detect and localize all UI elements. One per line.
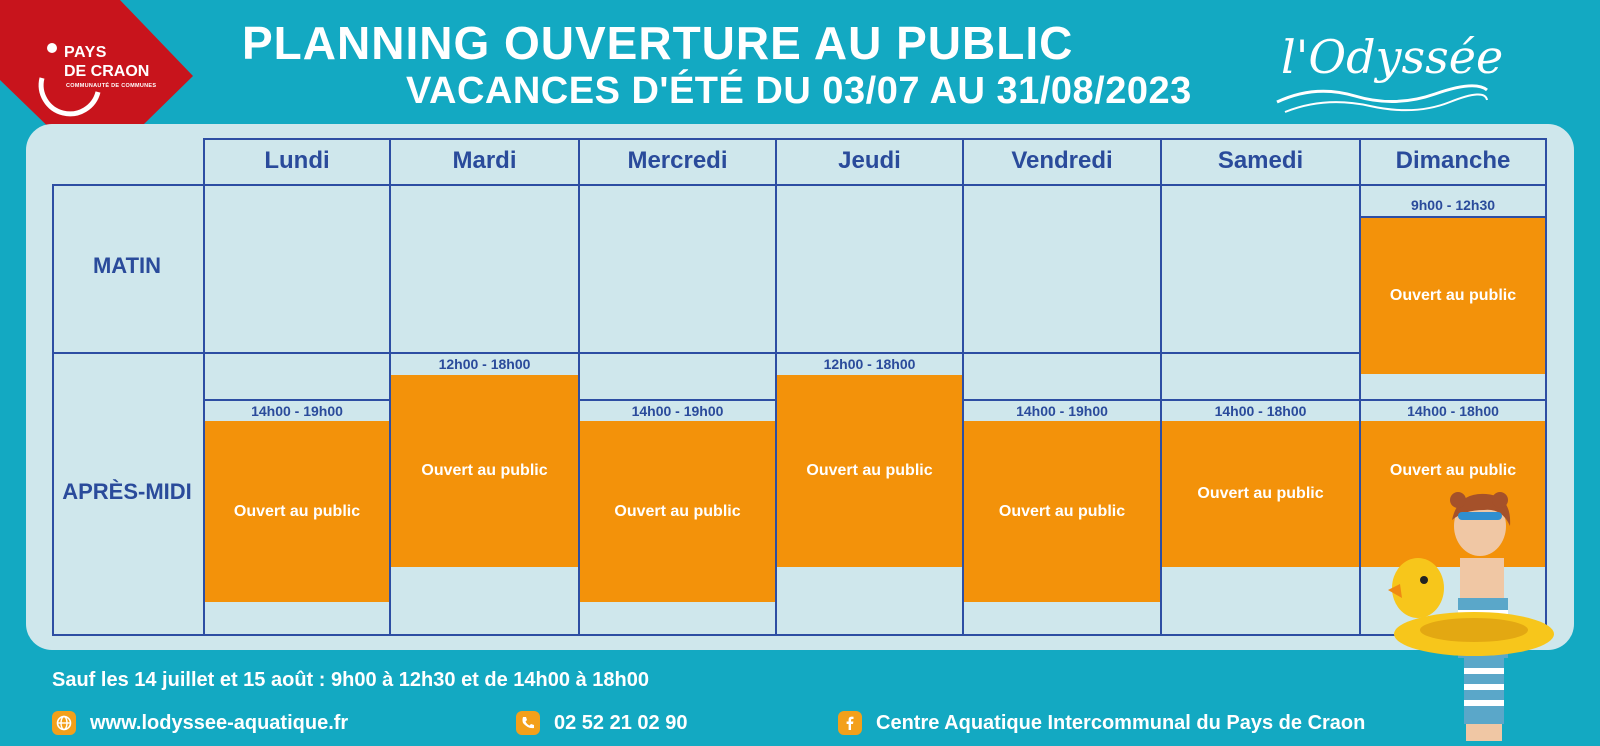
logo-line1: PAYS xyxy=(64,44,107,61)
slot-samedi-apres-midi: Ouvert au public xyxy=(1162,421,1359,567)
odyssee-logo-text: l'Odyssée xyxy=(1281,30,1504,84)
grid-line xyxy=(1160,138,1162,636)
time-jeudi-apres-midi: 12h00 - 18h00 xyxy=(823,356,916,372)
facebook-page-link[interactable]: Centre Aquatique Intercommunal du Pays d… xyxy=(876,711,1366,734)
slot-vendredi-apres-midi: Ouvert au public xyxy=(964,421,1160,602)
wave-icon xyxy=(1276,84,1488,113)
day-header-mercredi: Mercredi xyxy=(627,147,728,174)
time-lundi-apres-midi: 14h00 - 19h00 xyxy=(251,403,343,419)
slot-jeudi-apres-midi: Ouvert au public xyxy=(777,375,962,567)
phone-icon xyxy=(516,711,540,735)
time-mercredi-apres-midi: 14h00 - 19h00 xyxy=(631,403,724,419)
time-samedi-apres-midi: 14h00 - 18h00 xyxy=(1214,403,1307,419)
time-dimanche-matin: 9h00 - 12h30 xyxy=(1410,197,1496,213)
grid-line xyxy=(52,352,1546,354)
child-with-float-illustration xyxy=(1388,492,1554,741)
logo-line2: DE CRAON xyxy=(64,63,150,80)
grid-line xyxy=(1545,138,1547,636)
grid-line xyxy=(1360,216,1546,218)
grid-line xyxy=(52,634,1546,636)
facebook-icon xyxy=(838,711,862,735)
grid-line xyxy=(1360,399,1546,401)
grid-line xyxy=(579,399,776,401)
grid-line xyxy=(204,399,390,401)
day-header-vendredi: Vendredi xyxy=(1011,147,1113,174)
day-header-dimanche: Dimanche xyxy=(1395,147,1511,174)
day-header-samedi: Samedi xyxy=(1217,147,1304,174)
website-contact: www.lodyssee-aquatique.fr xyxy=(52,710,348,736)
website-link[interactable]: www.lodyssee-aquatique.fr xyxy=(90,711,349,734)
grid-line xyxy=(1161,399,1360,401)
slot-dimanche-apres-midi: Ouvert au public xyxy=(1361,421,1545,567)
phone-number[interactable]: 02 52 21 02 90 xyxy=(554,711,688,734)
grid-line xyxy=(775,138,777,636)
footer-note: Sauf les 14 juillet et 15 août : 9h00 à … xyxy=(52,669,649,691)
page-title: PLANNING OUVERTURE AU PUBLIC xyxy=(242,17,1074,69)
time-dimanche-apres-midi: 14h00 - 18h00 xyxy=(1407,403,1499,419)
day-header-mardi: Mardi xyxy=(452,147,517,174)
grid-line xyxy=(390,352,579,354)
slot-mardi-apres-midi: Ouvert au public xyxy=(391,375,578,567)
slot-lundi-apres-midi: Ouvert au public xyxy=(205,421,389,602)
grid-line xyxy=(962,138,964,636)
odyssee-logo: l'Odyssée xyxy=(1275,30,1503,120)
day-header-jeudi: Jeudi xyxy=(838,147,901,174)
page-subtitle: VACANCES D'ÉTÉ DU 03/07 AU 31/08/2023 xyxy=(406,70,1192,112)
grid-line xyxy=(389,138,391,636)
grid-line xyxy=(203,138,205,636)
grid-line xyxy=(1359,138,1361,636)
grid-line xyxy=(52,184,54,636)
slot-dimanche-matin: Ouvert au public xyxy=(1361,218,1545,374)
grid-line xyxy=(52,184,1546,186)
phone-contact: 02 52 21 02 90 xyxy=(516,710,687,736)
day-header-lundi: Lundi xyxy=(264,147,330,174)
time-vendredi-apres-midi: 14h00 - 19h00 xyxy=(1016,403,1108,419)
globe-icon xyxy=(52,711,76,735)
facebook-contact: Centre Aquatique Intercommunal du Pays d… xyxy=(838,710,1365,736)
grid-line xyxy=(204,138,1546,140)
slot-mercredi-apres-midi: Ouvert au public xyxy=(580,421,775,602)
time-mardi-apres-midi: 12h00 - 18h00 xyxy=(438,356,531,372)
period-matin: MATIN xyxy=(92,253,162,278)
grid-line xyxy=(578,138,580,636)
period-apres-midi: APRÈS-MIDI xyxy=(62,479,192,504)
pays-de-craon-logo: PAYS DE CRAON COMMUNAUTÉ DE COMMUNES xyxy=(0,0,195,172)
grid-line xyxy=(963,399,1161,401)
logo-line3: COMMUNAUTÉ DE COMMUNES xyxy=(66,83,157,89)
